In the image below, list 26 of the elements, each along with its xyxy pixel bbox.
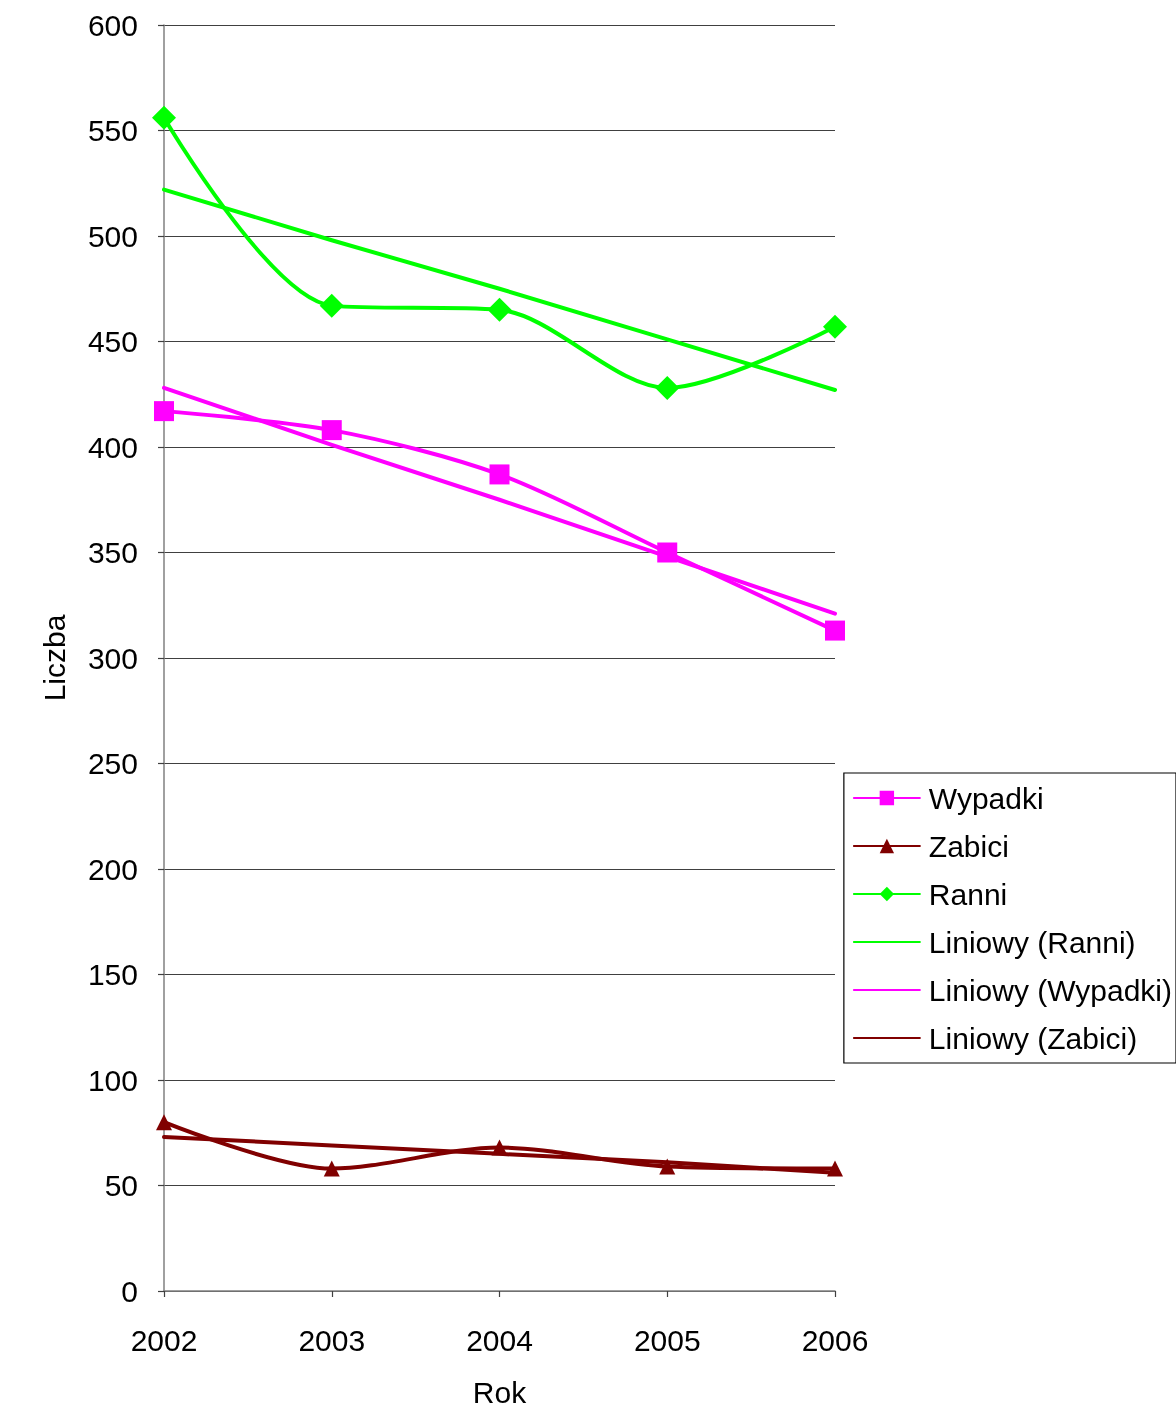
y-tick-label: 400 <box>87 430 138 464</box>
legend-label: Liniowy (Ranni) <box>928 925 1136 959</box>
legend-label: Liniowy (Wypadki) <box>928 973 1173 1007</box>
x-axis-title: Rok <box>472 1375 528 1409</box>
x-tick-label: 2006 <box>801 1323 869 1357</box>
y-tick-label: 500 <box>87 219 138 253</box>
legend-label: Liniowy (Zabici) <box>928 1021 1138 1055</box>
x-tick-label: 2002 <box>130 1323 198 1357</box>
y-tick-label: 350 <box>87 536 138 569</box>
legend-label: Wypadki <box>928 781 1044 815</box>
y-tick-label: 550 <box>87 114 138 147</box>
legend-label: Zabici <box>928 829 1009 863</box>
y-tick-label: 0 <box>121 1274 138 1308</box>
y-tick-label: 200 <box>87 852 138 886</box>
x-tick-label: 2004 <box>466 1323 533 1357</box>
y-tick-label: 100 <box>87 1063 138 1097</box>
y-tick-label: 50 <box>104 1169 138 1202</box>
y-tick-label: 450 <box>87 325 138 358</box>
y-tick-label: 600 <box>87 8 138 42</box>
legend-label: Ranni <box>928 877 1008 911</box>
y-tick-label: 150 <box>87 958 138 991</box>
y-tick-label: 250 <box>87 747 138 780</box>
y-axis-title: Liczba <box>37 614 71 702</box>
y-tick-label: 300 <box>87 641 138 675</box>
x-tick-label: 2003 <box>298 1323 366 1357</box>
x-tick-label: 2005 <box>633 1323 701 1357</box>
